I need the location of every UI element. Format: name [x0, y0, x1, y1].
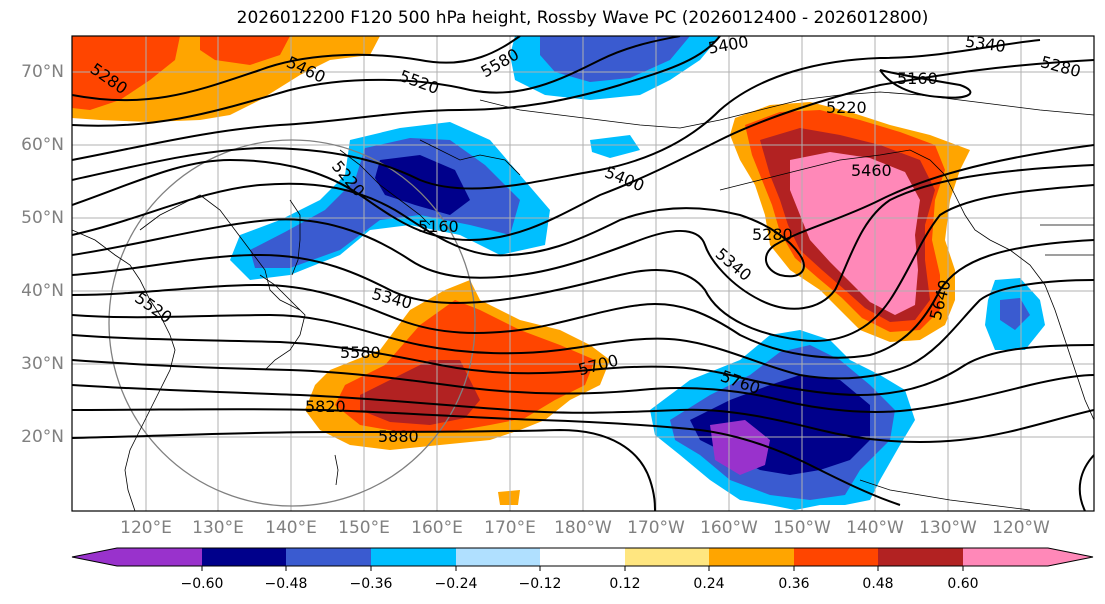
contour-label: 5160 [418, 217, 459, 236]
map-title: 2026012200 F120 500 hPa height, Rossby W… [236, 8, 929, 28]
map-frame [71, 35, 1095, 512]
colorbar-tick-label: −0.48 [264, 576, 308, 592]
colorbar [71, 547, 1094, 571]
colorbar-tick-label: 0.48 [862, 576, 894, 592]
contour-label: 5160 [897, 69, 938, 88]
map-plot-area: 5280 5460 5520 5580 5400 5340 5280 5160 … [72, 32, 1094, 511]
lon-label: 140°E [265, 518, 317, 538]
lon-label: 150°W [773, 518, 831, 538]
contour-label: 5220 [826, 98, 867, 117]
colorbar-tick-label: −0.12 [518, 576, 562, 592]
coastlines [72, 91, 1094, 511]
lat-label: 70°N [21, 62, 64, 82]
contour-label: 5400 [707, 32, 750, 58]
lon-label: 150°E [338, 518, 390, 538]
domain-circle [108, 139, 476, 507]
lon-label: 140°W [846, 518, 904, 538]
colorbar-tick-label: −0.24 [434, 576, 478, 592]
colorbar-tick-label: 0.12 [609, 576, 641, 592]
contour-label: 5820 [305, 397, 346, 416]
lon-label: 120°W [992, 518, 1050, 538]
anomaly-shading [72, 36, 1045, 510]
lon-label: 130°W [919, 518, 977, 538]
lat-label: 60°N [21, 135, 64, 155]
contour-label: 5280 [752, 225, 793, 244]
colorbar-tick-label: 0.60 [947, 576, 979, 592]
lon-label: 130°E [192, 518, 244, 538]
lat-label: 20°N [21, 427, 64, 447]
contour-label: 5580 [340, 343, 381, 362]
colorbar-tick-label: 0.36 [778, 576, 810, 592]
contour-label: 5460 [851, 161, 892, 180]
contour-label: 5340 [964, 32, 1007, 56]
lon-label: 170°W [627, 518, 685, 538]
colorbar-tick-label: −0.36 [349, 576, 393, 592]
lat-label: 40°N [21, 281, 64, 301]
contour-label: 5880 [378, 427, 419, 446]
lon-label: 170°E [484, 518, 536, 538]
lat-label: 30°N [21, 354, 64, 374]
lat-label: 50°N [21, 208, 64, 228]
colorbar-extend-high [1048, 548, 1093, 566]
lon-label: 120°E [120, 518, 172, 538]
height-contours [72, 36, 1094, 511]
colorbar-extend-low [72, 548, 117, 566]
lon-label: 180°W [554, 518, 612, 538]
colorbar-tick-label: −0.60 [180, 576, 224, 592]
lon-label: 160°E [411, 518, 463, 538]
colorbar-tick-label: 0.24 [693, 576, 725, 592]
lon-label: 160°W [700, 518, 758, 538]
